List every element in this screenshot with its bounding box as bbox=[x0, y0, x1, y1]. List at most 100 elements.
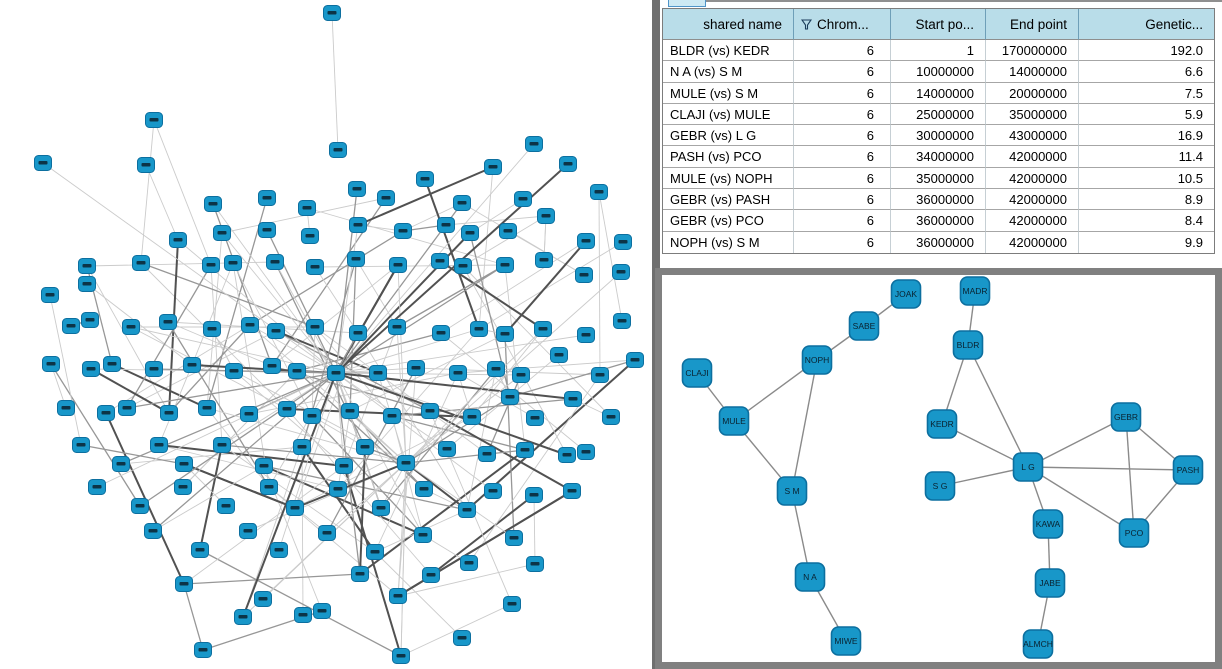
overview-node[interactable] bbox=[145, 361, 163, 377]
overview-node[interactable] bbox=[335, 458, 353, 474]
table-row[interactable]: GEBR (vs) L G 6 30000000 43000000 16.9 bbox=[663, 125, 1214, 147]
overview-node[interactable] bbox=[145, 112, 163, 128]
overview-node[interactable] bbox=[550, 347, 568, 363]
overview-node[interactable] bbox=[348, 181, 366, 197]
detail-node-kawa[interactable]: KAWA bbox=[1032, 509, 1064, 539]
overview-node[interactable] bbox=[266, 254, 284, 270]
overview-node[interactable] bbox=[288, 363, 306, 379]
table-row[interactable]: MULE (vs) NOPH 6 35000000 42000000 10.5 bbox=[663, 167, 1214, 190]
overview-node[interactable] bbox=[389, 257, 407, 273]
overview-node[interactable] bbox=[612, 264, 630, 280]
table-cell[interactable]: BLDR (vs) KEDR bbox=[663, 40, 794, 62]
overview-node[interactable] bbox=[499, 223, 517, 239]
overview-node[interactable] bbox=[175, 456, 193, 472]
overview-node[interactable] bbox=[183, 357, 201, 373]
overview-node[interactable] bbox=[349, 217, 367, 233]
overview-node[interactable] bbox=[496, 326, 514, 342]
overview-node[interactable] bbox=[303, 408, 321, 424]
overview-node[interactable] bbox=[62, 318, 80, 334]
overview-node[interactable] bbox=[318, 525, 336, 541]
overview-node[interactable] bbox=[372, 500, 390, 516]
table-cell[interactable]: 35000000 bbox=[891, 167, 986, 190]
table-panel-tab[interactable] bbox=[668, 0, 706, 7]
overview-node[interactable] bbox=[260, 479, 278, 495]
overview-node[interactable] bbox=[118, 400, 136, 416]
table-cell[interactable]: 10.5 bbox=[1079, 167, 1214, 190]
detail-node-bldr[interactable]: BLDR bbox=[952, 330, 984, 360]
overview-node[interactable] bbox=[416, 171, 434, 187]
table-cell[interactable]: 36000000 bbox=[891, 189, 986, 211]
table-cell[interactable]: 6 bbox=[794, 103, 891, 126]
overview-node[interactable] bbox=[514, 191, 532, 207]
table-cell[interactable]: 36000000 bbox=[891, 231, 986, 253]
overview-node[interactable] bbox=[203, 321, 221, 337]
overview-node[interactable] bbox=[42, 356, 60, 372]
overview-node[interactable] bbox=[575, 267, 593, 283]
detail-node-sabe[interactable]: SABE bbox=[848, 311, 880, 341]
overview-node[interactable] bbox=[591, 367, 609, 383]
overview-node[interactable] bbox=[525, 136, 543, 152]
table-cell[interactable]: 6 bbox=[794, 167, 891, 190]
overview-node[interactable] bbox=[169, 232, 187, 248]
overview-node[interactable] bbox=[415, 481, 433, 497]
overview-node[interactable] bbox=[294, 607, 312, 623]
overview-network-canvas[interactable] bbox=[0, 0, 652, 669]
overview-node[interactable] bbox=[194, 642, 212, 658]
detail-node-gebr[interactable]: GEBR bbox=[1110, 402, 1142, 432]
overview-node[interactable] bbox=[369, 365, 387, 381]
table-row[interactable]: GEBR (vs) PASH 6 36000000 42000000 8.9 bbox=[663, 189, 1214, 211]
table-cell[interactable]: 7.5 bbox=[1079, 82, 1214, 104]
table-cell[interactable]: MULE (vs) S M bbox=[663, 82, 794, 104]
overview-node[interactable] bbox=[97, 405, 115, 421]
overview-node[interactable] bbox=[470, 321, 488, 337]
detail-node-miwe[interactable]: MIWE bbox=[830, 626, 862, 656]
table-cell[interactable]: 6 bbox=[794, 189, 891, 211]
table-cell[interactable]: 36000000 bbox=[891, 210, 986, 232]
overview-node[interactable] bbox=[174, 479, 192, 495]
overview-node[interactable] bbox=[150, 437, 168, 453]
table-cell[interactable]: 16.9 bbox=[1079, 125, 1214, 147]
detail-node-shape[interactable] bbox=[890, 279, 922, 309]
overview-node[interactable] bbox=[278, 401, 296, 417]
overview-node[interactable] bbox=[351, 566, 369, 582]
detail-node-madr[interactable]: MADR bbox=[959, 276, 991, 306]
overview-node[interactable] bbox=[458, 502, 476, 518]
overview-node[interactable] bbox=[131, 498, 149, 514]
table-cell[interactable]: N A (vs) S M bbox=[663, 61, 794, 83]
table-row[interactable]: CLAJI (vs) MULE 6 25000000 35000000 5.9 bbox=[663, 103, 1214, 126]
overview-node[interactable] bbox=[414, 527, 432, 543]
overview-node[interactable] bbox=[255, 458, 273, 474]
table-cell[interactable]: 42000000 bbox=[986, 231, 1079, 253]
overview-node[interactable] bbox=[461, 225, 479, 241]
table-cell[interactable]: NOPH (vs) S M bbox=[663, 231, 794, 253]
table-row[interactable]: N A (vs) S M 6 10000000 14000000 6.6 bbox=[663, 61, 1214, 83]
overview-node[interactable] bbox=[306, 319, 324, 335]
overview-node[interactable] bbox=[602, 409, 620, 425]
overview-node[interactable] bbox=[437, 217, 455, 233]
table-cell[interactable]: 42000000 bbox=[986, 210, 1079, 232]
overview-node[interactable] bbox=[286, 500, 304, 516]
table-cell[interactable]: 6 bbox=[794, 82, 891, 104]
detail-node-jabe[interactable]: JABE bbox=[1034, 568, 1066, 598]
overview-node[interactable] bbox=[224, 255, 242, 271]
overview-node[interactable] bbox=[512, 367, 530, 383]
table-cell[interactable]: 6 bbox=[794, 61, 891, 83]
overview-node[interactable] bbox=[103, 356, 121, 372]
overview-node[interactable] bbox=[394, 223, 412, 239]
overview-node[interactable] bbox=[366, 544, 384, 560]
table-row[interactable]: MULE (vs) S M 6 14000000 20000000 7.5 bbox=[663, 82, 1214, 104]
overview-node[interactable] bbox=[323, 5, 341, 21]
overview-node[interactable] bbox=[564, 391, 582, 407]
detail-node-shape[interactable] bbox=[1118, 518, 1150, 548]
overview-node[interactable] bbox=[389, 588, 407, 604]
table-cell[interactable]: 192.0 bbox=[1079, 40, 1214, 62]
column-header-end-point[interactable]: End point bbox=[986, 9, 1079, 40]
overview-node[interactable] bbox=[57, 400, 75, 416]
overview-node[interactable] bbox=[137, 157, 155, 173]
detail-node-joak[interactable]: JOAK bbox=[890, 279, 922, 309]
overview-node[interactable] bbox=[327, 365, 345, 381]
overview-node[interactable] bbox=[329, 481, 347, 497]
detail-node-shape[interactable] bbox=[801, 345, 833, 375]
column-header-chrom-[interactable]: Chrom... bbox=[794, 9, 891, 40]
detail-node-shape[interactable] bbox=[924, 471, 956, 501]
